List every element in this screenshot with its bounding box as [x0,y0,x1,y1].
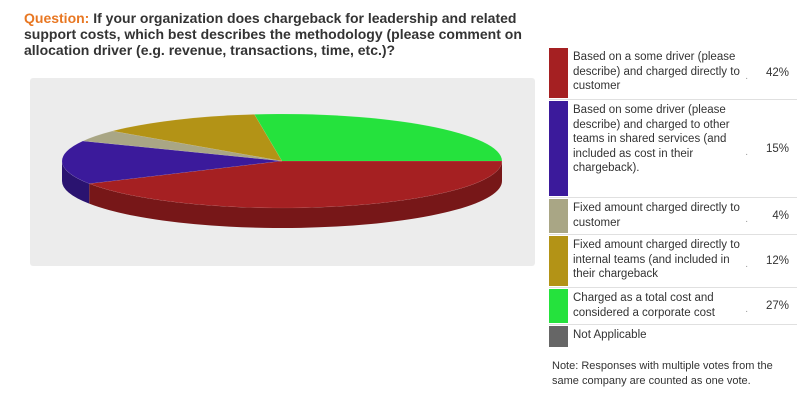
pie-slice-side [62,161,90,204]
legend-dot: · [745,261,749,272]
pie-slice [112,114,283,162]
legend-label: Based on some driver (please describe) a… [573,104,730,175]
legend-dot: · [745,216,749,227]
legend-label: Fixed amount charged directly to custome… [573,202,740,229]
legend-item: Fixed amount charged directly to custome… [549,197,797,234]
legend-label: Fixed amount charged directly to interna… [573,239,740,281]
pie-slice [253,113,503,162]
legend-swatch [549,101,568,196]
legend-label: Not Applicable [573,329,647,341]
chart-legend: Based on a some driver (please describe)… [549,47,797,348]
legend-dot: · [745,306,749,317]
legend-item: Based on a some driver (please describe)… [549,47,797,99]
pie-slice [89,160,503,209]
legend-percentage: 15% [765,142,789,155]
legend-swatch [549,48,568,98]
legend-item: Based on some driver (please describe) a… [549,99,797,197]
legend-item: Not Applicable [549,324,797,348]
footnote: Note: Responses with multiple votes from… [552,360,773,387]
chart-panel [30,78,535,266]
legend-percentage: 27% [765,300,789,312]
legend-label: Charged as a total cost and considered a… [573,292,715,319]
legend-label: Based on a some driver (please describe)… [573,51,740,93]
question-label: Question: [24,10,90,26]
pie-slice [81,130,283,162]
legend-item: Fixed amount charged directly to interna… [549,234,797,287]
legend-swatch [549,199,568,233]
legend-item: Charged as a total cost and considered a… [549,287,797,324]
legend-dot: · [745,73,749,84]
question-body: If your organization does chargeback for… [24,10,522,58]
legend-percentage: 12% [765,255,789,267]
legend-percentage: 4% [772,210,789,222]
legend-percentage: 42% [765,67,789,79]
legend-swatch [549,289,568,323]
pie-slice [61,140,283,184]
legend-swatch [549,326,568,347]
legend-swatch [549,236,568,286]
question-text: Question: If your organization does char… [24,10,554,58]
pie-chart [61,113,503,228]
pie-slice-side [89,161,503,228]
legend-dot: · [745,148,749,160]
